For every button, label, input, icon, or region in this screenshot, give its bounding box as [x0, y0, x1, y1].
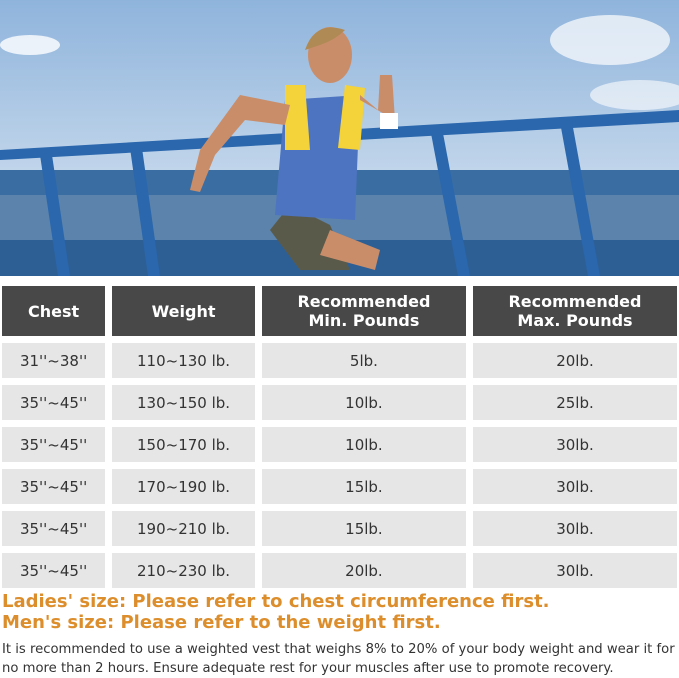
cell-max-pounds: 30lb. [472, 469, 677, 504]
cell-min-pounds: 10lb. [261, 427, 466, 462]
cell-max-pounds: 30lb. [472, 427, 677, 462]
table-row: 31''~38'' 110~130 lb. 5lb. 20lb. [2, 343, 677, 378]
cell-chest: 35''~45'' [2, 553, 106, 588]
cell-min-pounds: 5lb. [261, 343, 466, 378]
cell-chest: 35''~45'' [2, 385, 106, 420]
table-row: 35''~45'' 130~150 lb. 10lb. 25lb. [2, 385, 677, 420]
header-chest: Chest [2, 286, 106, 336]
mens-size-note: Men's size: Please refer to the weight f… [2, 612, 441, 633]
cell-weight: 130~150 lb. [112, 385, 255, 420]
cell-min-pounds: 15lb. [261, 511, 466, 546]
header-weight: Weight [112, 286, 255, 336]
cell-weight: 150~170 lb. [112, 427, 255, 462]
cell-max-pounds: 25lb. [472, 385, 677, 420]
header-min-pounds: Recommended Min. Pounds [261, 286, 466, 336]
cell-chest: 35''~45'' [2, 427, 106, 462]
cell-max-pounds: 30lb. [472, 553, 677, 588]
cell-weight: 170~190 lb. [112, 469, 255, 504]
cell-weight: 210~230 lb. [112, 553, 255, 588]
table-row: 35''~45'' 150~170 lb. 10lb. 30lb. [2, 427, 677, 462]
usage-recommendation: It is recommended to use a weighted vest… [2, 642, 675, 676]
table-row: 35''~45'' 190~210 lb. 15lb. 30lb. [2, 511, 677, 546]
cell-chest: 35''~45'' [2, 469, 106, 504]
cell-max-pounds: 20lb. [472, 343, 677, 378]
table-header-row: Chest Weight Recommended Min. Pounds Reco… [2, 286, 677, 336]
ladies-size-note: Ladies' size: Please refer to chest circ… [2, 591, 550, 612]
product-photo [0, 0, 679, 276]
cell-min-pounds: 10lb. [261, 385, 466, 420]
table-row: 35''~45'' 210~230 lb. 20lb. 30lb. [2, 553, 677, 588]
cell-max-pounds: 30lb. [472, 511, 677, 546]
table-row: 35''~45'' 170~190 lb. 15lb. 30lb. [2, 469, 677, 504]
runner [190, 27, 398, 270]
cell-min-pounds: 20lb. [261, 553, 466, 588]
cell-chest: 35''~45'' [2, 511, 106, 546]
cell-weight: 190~210 lb. [112, 511, 255, 546]
header-max-pounds: Recommended Max. Pounds [472, 286, 677, 336]
size-chart-table: Chest Weight Recommended Min. Pounds Reco… [0, 279, 679, 595]
cell-weight: 110~130 lb. [112, 343, 255, 378]
cell-chest: 31''~38'' [2, 343, 106, 378]
cell-min-pounds: 15lb. [261, 469, 466, 504]
